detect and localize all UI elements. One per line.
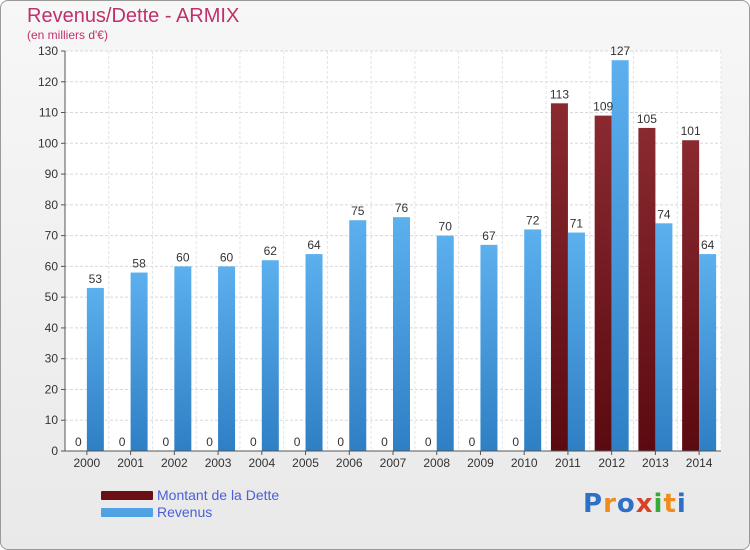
value-label-dette-2006: 0 (337, 435, 344, 449)
value-label-revenus-2010: 72 (526, 213, 540, 227)
value-label-dette-2007: 0 (381, 435, 388, 449)
legend-swatch-revenus (101, 508, 153, 517)
bar-dette-2014 (682, 140, 700, 451)
bar-revenus-2001 (130, 272, 148, 451)
bar-revenus-2006 (349, 220, 367, 451)
x-tick-label: 2007 (380, 456, 407, 470)
y-tick-label: 60 (45, 259, 59, 273)
value-label-revenus-2005: 64 (307, 238, 321, 252)
chart-title: Revenus/Dette - ARMIX (27, 5, 240, 27)
bar-revenus-2014 (699, 254, 717, 451)
value-label-revenus-2007: 76 (395, 201, 409, 215)
y-tick-label: 30 (45, 352, 59, 366)
logo-letter: r (603, 489, 617, 519)
y-tick-label: 120 (38, 75, 58, 89)
y-tick-label: 100 (38, 136, 58, 150)
bar-revenus-2009 (480, 244, 498, 451)
logo-letter: o (616, 489, 636, 519)
bar-dette-2012 (594, 115, 612, 451)
legend-swatch-dette (101, 491, 153, 500)
bar-revenus-2002 (174, 266, 192, 451)
x-tick-label: 2011 (555, 456, 581, 470)
value-label-dette-2000: 0 (75, 435, 82, 449)
bar-revenus-2011 (567, 232, 585, 451)
value-label-dette-2002: 0 (162, 435, 169, 449)
value-label-dette-2013: 105 (637, 112, 657, 126)
bars (86, 60, 717, 452)
labels: 0 10 20 30 40 50 60 70 80 90 100 110 120 130 0 53 2000 0 5… (38, 44, 715, 470)
value-label-revenus-2003: 60 (220, 250, 234, 264)
x-tick-label: 2012 (598, 456, 625, 470)
value-label-dette-2014: 101 (681, 124, 701, 138)
value-label-revenus-2002: 60 (176, 250, 190, 264)
x-tick-label: 2000 (74, 456, 101, 470)
value-label-dette-2010: 0 (512, 435, 519, 449)
axes (61, 50, 721, 455)
x-tick-label: 2014 (686, 456, 713, 470)
y-tick-label: 20 (45, 382, 59, 396)
x-tick-label: 2002 (161, 456, 188, 470)
value-label-revenus-2009: 67 (482, 229, 496, 243)
value-label-revenus-2011: 71 (570, 217, 584, 231)
x-tick-label: 2005 (292, 456, 319, 470)
y-tick-label: 80 (45, 198, 59, 212)
x-tick-label: 2013 (642, 456, 669, 470)
bar-dette-2013 (638, 127, 656, 451)
value-label-revenus-2012: 127 (610, 44, 630, 58)
x-tick-label: 2001 (117, 456, 144, 470)
value-label-revenus-2014: 64 (701, 238, 715, 252)
value-label-revenus-2006: 75 (351, 204, 365, 218)
bar-revenus-2003 (218, 266, 236, 451)
value-label-dette-2004: 0 (250, 435, 257, 449)
y-tick-label: 70 (45, 229, 59, 243)
value-label-revenus-2001: 58 (132, 257, 146, 271)
x-tick-label: 2003 (205, 456, 232, 470)
bar-revenus-2013 (655, 223, 673, 451)
y-tick-label: 40 (45, 321, 59, 335)
y-tick-label: 130 (38, 44, 58, 58)
value-label-revenus-2013: 74 (657, 207, 671, 221)
x-tick-label: 2010 (511, 456, 538, 470)
bar-revenus-2007 (393, 217, 410, 451)
proxiti-logo: Proxiti (583, 489, 687, 519)
bar-revenus-2010 (524, 229, 542, 451)
logo-letter: i (676, 489, 687, 519)
bar-dette-2011 (550, 103, 568, 452)
x-tick-label: 2009 (467, 456, 494, 470)
chart-subtitle: (en milliers d'€) (27, 28, 108, 42)
y-tick-label: 0 (51, 444, 58, 458)
bar-revenus-2005 (305, 254, 323, 451)
bar-revenus-2004 (261, 260, 279, 451)
value-label-dette-2011: 113 (550, 87, 569, 101)
value-label-dette-2003: 0 (206, 435, 213, 449)
logo-letter: P (583, 489, 604, 519)
value-label-revenus-2000: 53 (89, 272, 103, 286)
y-tick-label: 50 (45, 290, 59, 304)
value-label-revenus-2004: 62 (264, 244, 278, 258)
logo-letter: i (653, 489, 664, 519)
bar-revenus-2000 (86, 287, 104, 451)
value-label-dette-2008: 0 (425, 435, 432, 449)
value-label-dette-2009: 0 (469, 435, 476, 449)
bar-revenus-2008 (436, 235, 454, 451)
x-tick-label: 2006 (336, 456, 363, 470)
value-label-dette-2005: 0 (294, 435, 301, 449)
y-tick-label: 110 (39, 106, 58, 120)
legend-label-dette: Montant de la Dette (157, 487, 280, 503)
logo-letter: t (663, 489, 677, 519)
legend-label-revenus: Revenus (157, 504, 213, 520)
y-tick-label: 10 (45, 413, 59, 427)
x-tick-label: 2004 (248, 456, 275, 470)
value-label-dette-2001: 0 (119, 435, 126, 449)
value-label-revenus-2008: 70 (439, 220, 453, 234)
logo-letter: x (635, 489, 654, 519)
bar-revenus-2012 (611, 60, 629, 451)
y-tick-label: 90 (45, 167, 59, 181)
value-label-dette-2012: 109 (593, 100, 613, 114)
x-tick-label: 2008 (423, 456, 450, 470)
